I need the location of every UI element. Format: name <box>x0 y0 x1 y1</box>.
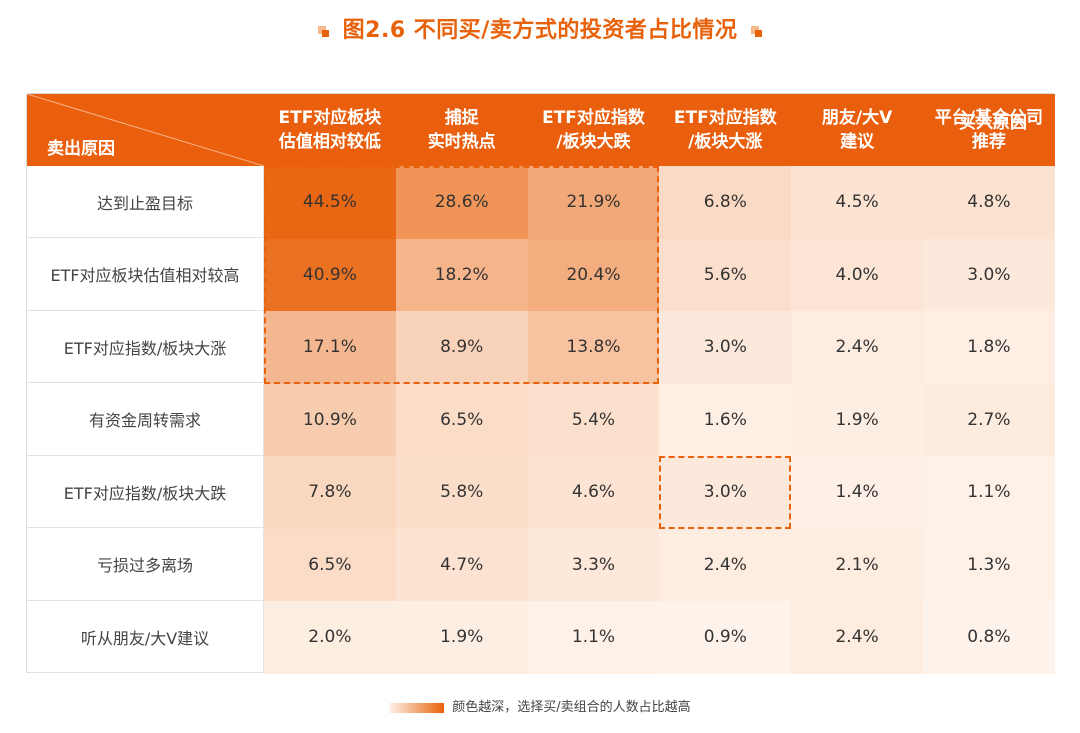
row-label: 亏损过多离场 <box>27 528 264 601</box>
column-header-4: ETF对应指数/板块大涨 <box>659 94 791 166</box>
heatmap-cell: 3.3% <box>527 528 660 601</box>
heatmap-cell: 18.2% <box>395 238 528 311</box>
heatmap-cell: 1.3% <box>923 528 1055 601</box>
heatmap-cell: 7.8% <box>264 456 396 529</box>
heatmap-cell: 28.6% <box>395 166 528 239</box>
column-header-6: 平台/基金公司 推荐 <box>923 94 1055 166</box>
heatmap-cell: 5.6% <box>659 238 792 311</box>
heatmap-cell: 5.4% <box>527 383 660 456</box>
column-header-line: ETF对应指数 <box>542 108 645 128</box>
heatmap-cell: 2.0% <box>264 601 396 674</box>
heatmap-cell: 4.0% <box>791 238 923 311</box>
heatmap-cell: 2.4% <box>791 601 923 674</box>
column-header-3: ETF对应指数/板块大跌 <box>528 94 660 166</box>
heatmap-cell: 40.9% <box>264 238 396 311</box>
header-corner-diagonal <box>27 94 264 166</box>
column-header-line: /板块大跌 <box>556 132 631 152</box>
table-header: 买入原因 卖出原因 ETF对应板块 估值相对较低 捕捉 实时热点 ETF对应指数/板块大… <box>27 94 1055 166</box>
heatmap-cell: 3.0% <box>659 311 792 384</box>
heatmap-cell: 1.4% <box>791 456 923 529</box>
heatmap-cell: 1.9% <box>395 601 528 674</box>
heatmap-table: 买入原因 卖出原因 ETF对应板块 估值相对较低 捕捉 实时热点 ETF对应指数/板块大… <box>26 93 1055 674</box>
column-header-line: ETF对应指数 <box>673 108 777 128</box>
heatmap-cell: 1.8% <box>923 311 1055 384</box>
heatmap-cell: 21.9% <box>527 166 660 239</box>
heatmap-cell: 1.1% <box>923 456 1055 529</box>
heatmap-cell: 6.5% <box>264 528 396 601</box>
legend-text: 颜色越深，选择买/卖组合的人数占比越高 <box>452 700 691 715</box>
heatmap-cell: 4.8% <box>923 166 1055 239</box>
title-left-decoration-icon <box>317 25 329 37</box>
heatmap-cell: 1.9% <box>791 383 923 456</box>
row-axis-label: 卖出原因 <box>47 139 115 159</box>
heatmap-cell: 4.6% <box>527 456 660 529</box>
heatmap-cell: 6.8% <box>659 166 792 239</box>
heatmap-cell: 4.5% <box>791 166 923 239</box>
heatmap-cell: 3.0% <box>659 456 792 529</box>
column-header-5: 朋友/大V 建议 <box>791 94 923 166</box>
heatmap-cell: 2.1% <box>791 528 923 601</box>
column-header-line: 捕捉 <box>444 108 479 128</box>
column-header-line: 推荐 <box>971 132 1006 152</box>
heatmap-cell: 2.4% <box>659 528 792 601</box>
heatmap-cell: 13.8% <box>527 311 660 384</box>
column-header-2: 捕捉 实时热点 <box>396 94 528 166</box>
row-label: 听从朋友/大V建议 <box>27 601 264 673</box>
heatmap-cell: 3.0% <box>923 238 1055 311</box>
heatmap-cell: 0.8% <box>923 601 1055 674</box>
heatmap-cell: 44.5% <box>264 166 396 239</box>
row-label: ETF对应板块估值相对较高 <box>27 238 264 311</box>
row-label: 有资金周转需求 <box>27 383 264 456</box>
chart-title: 图2.6 不同买/卖方式的投资者占比情况 <box>0 12 1080 44</box>
legend: 颜色越深，选择买/卖组合的人数占比越高 <box>0 696 1080 715</box>
row-label: ETF对应指数/板块大跌 <box>27 456 264 528</box>
column-header-line: 估值相对较低 <box>278 132 381 152</box>
column-axis-label: 买入原因 <box>959 113 1027 133</box>
column-header-line: 建议 <box>840 132 875 152</box>
column-header-1: ETF对应板块 估值相对较低 <box>264 94 396 166</box>
column-header-line: ETF对应板块 <box>278 108 382 128</box>
heatmap-cell: 20.4% <box>527 238 660 311</box>
title-right-decoration-icon <box>751 25 763 37</box>
heatmap-cell: 1.6% <box>659 383 792 456</box>
column-header-line: 平台/基金公司 <box>934 108 1043 128</box>
row-label: 达到止盈目标 <box>27 166 264 238</box>
heatmap-cell: 10.9% <box>264 383 396 456</box>
heatmap-cell: 5.8% <box>395 456 528 529</box>
heatmap-cell: 6.5% <box>395 383 528 456</box>
column-header-line: /板块大涨 <box>688 132 763 152</box>
chart-title-text: 图2.6 不同买/卖方式的投资者占比情况 <box>342 18 738 43</box>
heatmap-cell: 0.9% <box>659 601 792 674</box>
legend-gradient-bar <box>389 702 445 713</box>
column-header-line: 朋友/大V <box>821 108 893 128</box>
heatmap-cell: 4.7% <box>395 528 528 601</box>
heatmap-cell: 17.1% <box>264 311 396 384</box>
heatmap-cell: 2.4% <box>791 311 923 384</box>
row-label: ETF对应指数/板块大涨 <box>27 311 264 383</box>
heatmap-cell: 8.9% <box>395 311 528 384</box>
heatmap-cell: 2.7% <box>923 383 1055 456</box>
heatmap-cell: 1.1% <box>527 601 660 674</box>
column-header-line: 实时热点 <box>427 132 496 152</box>
